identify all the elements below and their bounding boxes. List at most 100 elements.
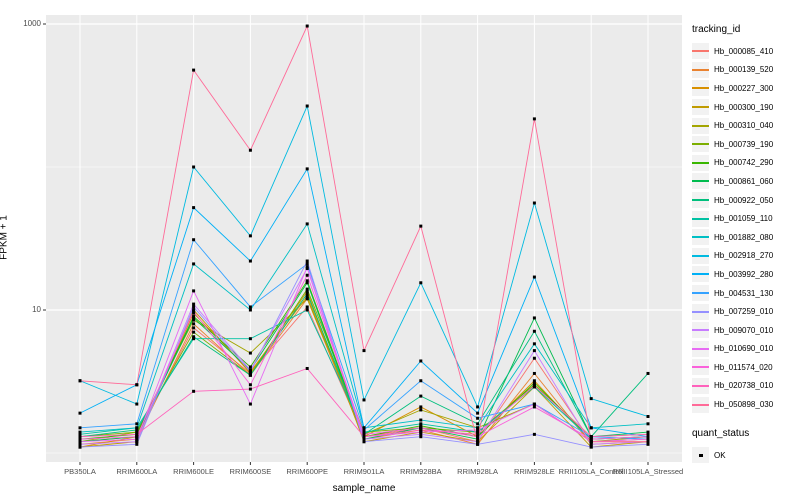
legend: tracking_id Hb_000085_410 Hb_000139_520 Hb…: [692, 24, 798, 464]
legend-item-label: Hb_050898_030: [714, 400, 774, 410]
data-point: [192, 289, 196, 293]
data-point: [135, 402, 139, 406]
data-point: [419, 408, 423, 412]
data-point: [78, 445, 82, 449]
data-point: [362, 430, 366, 434]
series-color-line-icon: [692, 124, 709, 127]
legend-item: Hb_011574_020: [692, 358, 798, 377]
x-tick-label: RRIM928LE: [513, 467, 555, 476]
y-tick-label: 10: [32, 305, 41, 314]
data-point: [476, 426, 480, 430]
data-point: [476, 430, 480, 434]
data-point: [305, 265, 309, 269]
x-tick-label: RRIM928BA: [399, 467, 442, 476]
data-point: [419, 224, 423, 228]
series-line-key: [692, 322, 709, 339]
data-point: [476, 422, 480, 426]
data-point: [192, 302, 196, 306]
data-point: [248, 148, 252, 152]
quant-status-block: quant_status OK: [692, 428, 798, 465]
data-point: [419, 422, 423, 426]
data-point: [419, 418, 423, 422]
data-point: [305, 294, 309, 298]
data-point: [419, 426, 423, 430]
data-point: [305, 305, 309, 309]
series-color-line-icon: [692, 273, 709, 276]
legend-item-label: Hb_011574_020: [714, 362, 773, 372]
data-point: [362, 432, 366, 436]
series-line-key: [692, 266, 709, 283]
data-point: [419, 424, 423, 428]
data-point: [248, 308, 252, 312]
data-point: [305, 267, 309, 271]
data-point: [78, 437, 82, 441]
series-line-key: [692, 303, 709, 320]
data-point: [362, 437, 366, 441]
data-point: [646, 414, 650, 418]
data-point: [78, 442, 82, 446]
data-point: [248, 365, 252, 369]
legend-item-label: Hb_002918_270: [714, 251, 774, 261]
data-point: [305, 292, 309, 296]
legend-item: Hb_007259_010: [692, 302, 798, 321]
data-point: [589, 397, 593, 401]
legend-item: Hb_000227_300: [692, 79, 798, 98]
y-axis-title: FPKM + 1: [0, 215, 10, 260]
data-point: [305, 366, 309, 370]
series-color-line-icon: [692, 143, 709, 146]
data-point: [78, 435, 82, 439]
data-point: [419, 379, 423, 383]
data-point: [532, 381, 536, 385]
data-point: [192, 68, 196, 72]
series-line-key: [692, 154, 709, 171]
legend-item-label: Hb_000861_060: [714, 176, 774, 186]
data-point: [192, 389, 196, 393]
data-point: [248, 373, 252, 377]
legend-item: Hb_004531_130: [692, 284, 798, 303]
data-point: [78, 440, 82, 444]
legend-item: Hb_000742_290: [692, 154, 798, 173]
data-point: [305, 262, 309, 266]
series-color-line-icon: [692, 366, 709, 369]
data-point: [419, 359, 423, 363]
legend-item-label: Hb_003992_280: [714, 269, 774, 279]
data-point: [135, 437, 139, 441]
data-point: [532, 342, 536, 346]
data-point: [532, 117, 536, 121]
data-point: [362, 349, 366, 353]
data-point: [78, 411, 82, 415]
data-point: [476, 416, 480, 420]
series-color-line-icon: [692, 68, 709, 71]
data-point: [532, 379, 536, 383]
data-point: [192, 316, 196, 320]
legend-title-tracking-id: tracking_id: [692, 24, 741, 35]
data-point: [135, 435, 139, 439]
legend-item: Hb_000085_410: [692, 42, 798, 61]
series-color-line-icon: [692, 347, 709, 350]
legend-item-ok: OK: [692, 446, 798, 465]
data-point: [532, 201, 536, 205]
ok-point-key: [692, 447, 709, 464]
legend-item: Hb_000739_190: [692, 135, 798, 154]
data-point: [476, 437, 480, 441]
data-point: [589, 426, 593, 430]
legend-item: Hb_020738_010: [692, 377, 798, 396]
data-point: [192, 322, 196, 326]
x-tick-label: RRIM600SE: [229, 467, 272, 476]
data-point: [532, 402, 536, 406]
data-point: [135, 440, 139, 444]
series-color-line-icon: [692, 161, 709, 164]
data-point: [248, 337, 252, 341]
series-line-key: [692, 285, 709, 302]
legend-item: Hb_000310_040: [692, 116, 798, 135]
data-point: [192, 318, 196, 322]
data-point: [135, 428, 139, 432]
series-color-line-icon: [692, 199, 709, 202]
data-point: [419, 394, 423, 398]
data-point: [305, 104, 309, 108]
legend-item: Hb_000300_190: [692, 98, 798, 117]
series-line-key: [692, 99, 709, 116]
data-point: [589, 442, 593, 446]
data-point: [532, 371, 536, 375]
